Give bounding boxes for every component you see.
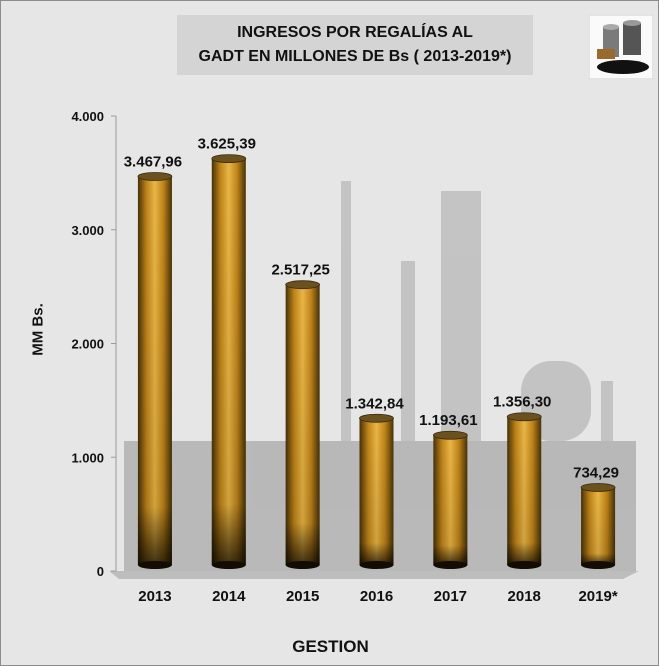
bar-base: [433, 561, 468, 569]
data-label: 3.467,96: [124, 154, 182, 171]
bar-shade: [581, 487, 616, 565]
bar-cap: [285, 280, 321, 290]
oil-barrels-icon: [589, 15, 653, 79]
bar-shade: [211, 158, 246, 566]
bar-2014: [211, 154, 247, 569]
y-tick-label: 1.000: [71, 450, 104, 465]
chart-title: INGRESOS POR REGALÍAS AL GADT EN MILLONE…: [177, 15, 533, 75]
chart-floor: [109, 571, 639, 579]
x-tick-label: 2015: [286, 588, 319, 605]
y-tick-label: 3.000: [71, 223, 104, 238]
bar-base: [137, 561, 172, 569]
x-tick-label: 2018: [508, 588, 541, 605]
x-tick-label: 2013: [138, 588, 171, 605]
bar-base: [581, 561, 616, 569]
bar-2018: [506, 412, 542, 569]
x-tick-label: 2016: [360, 588, 393, 605]
y-axis: 0 1.000 2.000 3.000 4.000: [71, 109, 117, 579]
bar-cap: [137, 172, 173, 181]
bars-group: [137, 154, 616, 569]
bar-cap: [359, 413, 394, 423]
bar-2017: [432, 430, 468, 569]
x-tick-label: 2014: [212, 588, 246, 605]
x-axis-title: GESTION: [292, 637, 369, 656]
y-axis-title: MM Bs.: [29, 303, 47, 356]
title-line-2: GADT EN MILLONES DE Bs ( 2013-2019*): [198, 48, 512, 65]
data-labels: 3.467,96 3.625,39 2.517,25 1.342,84 1.193,61…: [124, 136, 619, 482]
x-axis: 2013 2014 2015 2016 2017 2018 2019*: [138, 588, 618, 605]
bar-shade: [285, 284, 320, 565]
x-tick-label: 2019*: [578, 588, 617, 605]
data-label: 1.342,84: [345, 395, 404, 412]
data-label: 1.356,30: [493, 394, 551, 411]
bar-2016: [359, 413, 394, 569]
data-label: 734,29: [573, 464, 619, 481]
x-tick-label: 2017: [434, 588, 467, 605]
bar-shade: [359, 418, 394, 565]
bar-cap: [506, 412, 542, 422]
bar-base: [211, 561, 246, 569]
bar-base: [285, 561, 320, 569]
bar-base: [507, 561, 542, 569]
bar-2015: [285, 280, 321, 569]
data-label: 1.193,61: [419, 412, 477, 429]
bar-cap: [211, 154, 247, 164]
y-tick-label: 2.000: [71, 337, 104, 352]
bar-shade: [507, 416, 542, 565]
title-line-1: INGRESOS POR REGALÍAS AL: [237, 24, 473, 41]
bar-cap: [580, 483, 616, 492]
data-label: 3.625,39: [198, 136, 256, 153]
data-label: 2.517,25: [271, 262, 329, 279]
y-tick-label: 0: [97, 564, 104, 579]
bar-cap: [432, 430, 468, 440]
y-tick-label: 4.000: [71, 109, 104, 124]
bar-2013: [137, 172, 173, 569]
bar-shade: [137, 176, 172, 566]
bar-shade: [433, 435, 468, 565]
bar-base: [359, 561, 394, 569]
bar-2019*: [580, 483, 616, 569]
